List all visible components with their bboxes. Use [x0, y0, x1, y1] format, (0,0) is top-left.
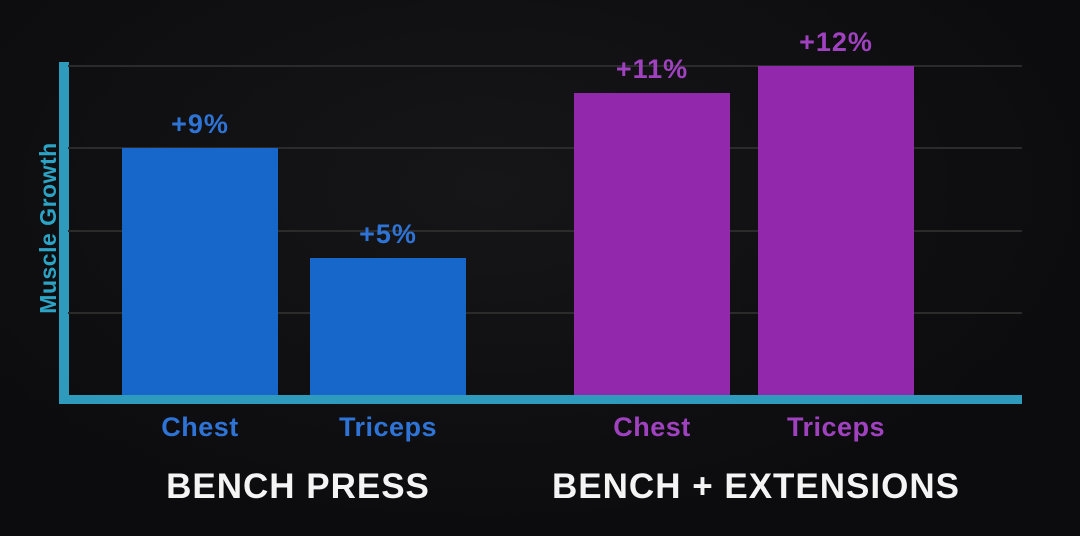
group-title-bench-press: BENCH PRESS: [166, 467, 430, 506]
value-label-bench-press-chest: +9%: [171, 109, 229, 139]
y-axis-label: Muscle Growth: [35, 142, 61, 314]
category-label-bench-press-chest: Chest: [161, 412, 239, 442]
gridline-9pct: [68, 147, 1022, 150]
category-label-bench-extensions-triceps: Triceps: [786, 412, 886, 442]
gridline-12pct: [68, 65, 1022, 67]
value-label-bench-extensions-triceps: +12%: [799, 27, 873, 57]
category-label-bench-extensions-chest: Chest: [613, 412, 691, 442]
bar-bench-extensions-triceps: [758, 66, 914, 395]
bar-bench-press-triceps: [310, 258, 466, 395]
x-axis-line: [59, 395, 1022, 404]
bar-bench-press-chest: [122, 148, 278, 395]
gridline-6pct: [68, 229, 1022, 232]
bar-bench-extensions-chest: [574, 93, 730, 395]
category-label-bench-press-triceps: Triceps: [338, 412, 438, 442]
group-title-bench-extensions: BENCH + EXTENSIONS: [552, 467, 960, 506]
y-axis-line: [59, 62, 69, 404]
value-label-bench-press-triceps: +5%: [359, 219, 417, 249]
value-label-bench-extensions-chest: +11%: [615, 54, 689, 84]
gridline-3pct: [68, 311, 1022, 314]
